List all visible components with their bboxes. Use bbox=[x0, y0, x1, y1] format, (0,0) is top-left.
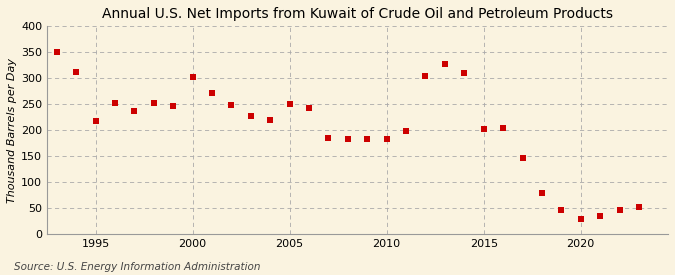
Point bbox=[537, 191, 547, 195]
Point bbox=[459, 71, 470, 75]
Y-axis label: Thousand Barrels per Day: Thousand Barrels per Day bbox=[7, 57, 17, 203]
Point bbox=[595, 214, 605, 219]
Point bbox=[362, 137, 373, 142]
Point bbox=[479, 127, 489, 131]
Point bbox=[439, 62, 450, 66]
Text: Source: U.S. Energy Information Administration: Source: U.S. Energy Information Administ… bbox=[14, 262, 260, 272]
Point bbox=[517, 156, 528, 160]
Point bbox=[246, 113, 256, 118]
Point bbox=[148, 100, 159, 105]
Point bbox=[168, 103, 179, 108]
Point bbox=[420, 74, 431, 78]
Point bbox=[323, 136, 334, 140]
Point bbox=[304, 106, 315, 110]
Point bbox=[556, 208, 567, 212]
Point bbox=[51, 50, 62, 54]
Point bbox=[381, 137, 392, 141]
Point bbox=[71, 70, 82, 74]
Point bbox=[226, 103, 237, 108]
Point bbox=[342, 137, 353, 141]
Point bbox=[614, 207, 625, 212]
Point bbox=[265, 117, 275, 122]
Title: Annual U.S. Net Imports from Kuwait of Crude Oil and Petroleum Products: Annual U.S. Net Imports from Kuwait of C… bbox=[102, 7, 613, 21]
Point bbox=[129, 109, 140, 113]
Point bbox=[634, 205, 645, 210]
Point bbox=[401, 129, 412, 133]
Point bbox=[497, 125, 508, 130]
Point bbox=[90, 119, 101, 123]
Point bbox=[109, 101, 120, 105]
Point bbox=[207, 91, 217, 95]
Point bbox=[575, 217, 586, 221]
Point bbox=[187, 75, 198, 79]
Point bbox=[284, 102, 295, 106]
